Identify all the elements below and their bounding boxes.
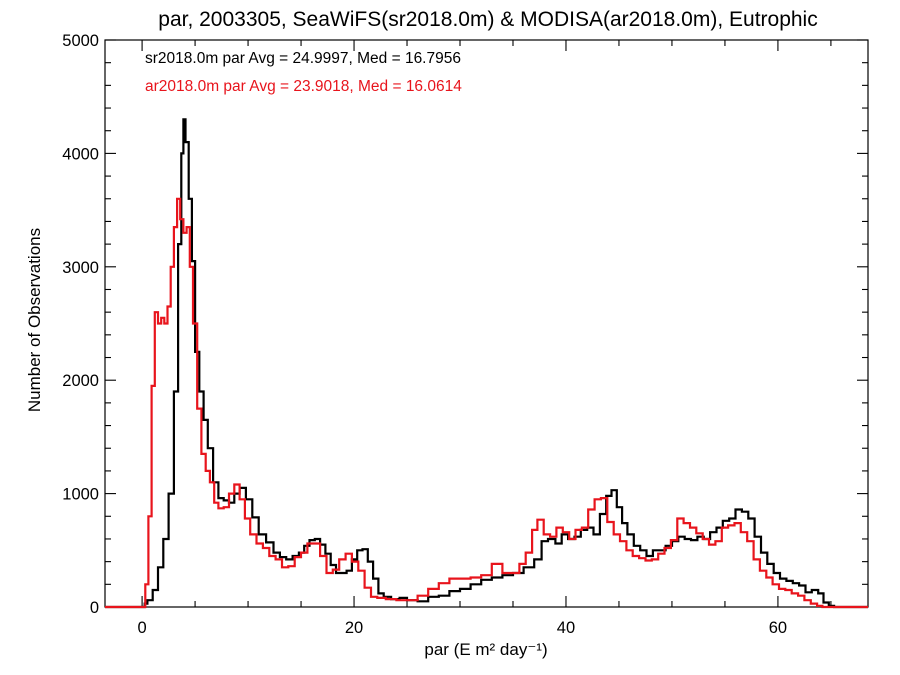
y-tick-label: 1000: [62, 486, 99, 504]
y-tick-label: 2000: [62, 372, 99, 390]
y-axis-label: Number of Observations: [25, 228, 44, 412]
plot-frame: [104, 39, 869, 608]
axis-ticks: 0 1000 2000 3000 4000 5000 0 20 40 60: [62, 32, 868, 637]
y-tick-label: 5000: [62, 32, 99, 50]
series-layer: [105, 118, 868, 609]
y-tick-label: 0: [90, 599, 99, 617]
legend-entry-sr2018: sr2018.0m par Avg = 24.9997, Med = 16.79…: [145, 50, 461, 67]
series-line-sr2018: [105, 118, 868, 609]
x-tick-label: 0: [137, 619, 146, 637]
series-line-ar2018: [105, 197, 868, 609]
x-tick-label: 40: [557, 619, 575, 637]
chart-title: par, 2003305, SeaWiFS(sr2018.0m) & MODIS…: [158, 8, 817, 31]
x-tick-label: 60: [769, 619, 787, 637]
x-tick-label: 20: [345, 619, 363, 637]
y-tick-label: 4000: [62, 145, 99, 163]
y-tick-label: 3000: [62, 259, 99, 277]
legend-entry-ar2018: ar2018.0m par Avg = 23.9018, Med = 16.06…: [145, 78, 462, 95]
x-axis-label: par (E m² day⁻¹): [424, 640, 547, 659]
